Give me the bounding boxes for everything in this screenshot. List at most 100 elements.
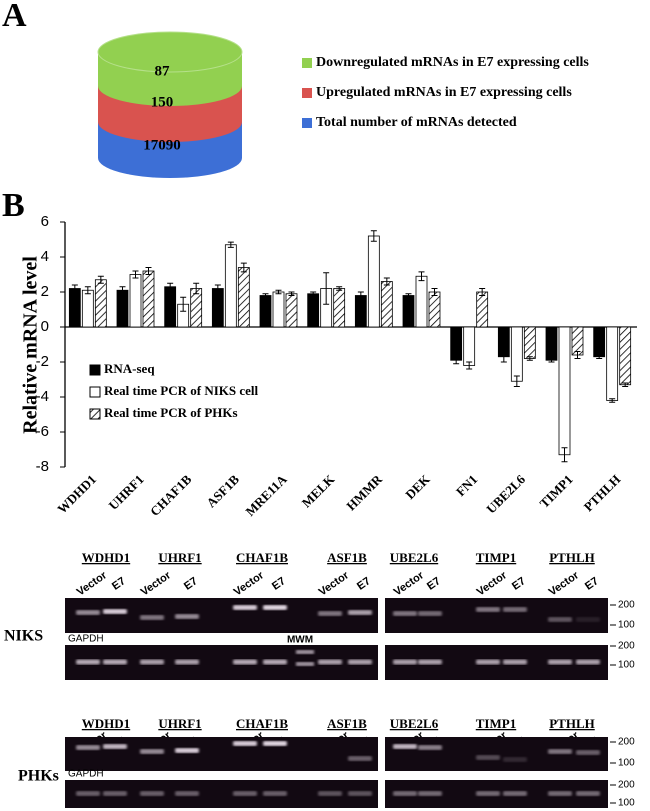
- error-bar: [167, 282, 174, 291]
- error-bar: [574, 351, 581, 359]
- legend-label: Upregulated mRNAs in E7 expressing cells: [316, 85, 572, 100]
- error-bar: [548, 358, 555, 363]
- gel-band: [103, 609, 127, 614]
- error-bar: [453, 356, 460, 365]
- error-bar: [383, 277, 390, 286]
- size-marker: 100: [618, 660, 635, 671]
- bar: [259, 295, 272, 328]
- lane-label: Vector: [547, 569, 582, 599]
- lane-label: Vector: [139, 569, 174, 599]
- error-bar: [336, 286, 343, 291]
- y-tick-label: 2: [41, 283, 49, 300]
- y-tick-label: -6: [36, 423, 49, 440]
- error-bar: [275, 289, 282, 295]
- x-tick-label: ASF1B: [203, 471, 242, 510]
- error-bar: [145, 267, 152, 275]
- gel-band: [175, 659, 199, 665]
- lane-label: Vector: [317, 569, 352, 599]
- error-bar: [466, 361, 473, 370]
- x-tick-label: WDHD1: [54, 472, 99, 517]
- legend-label: Downregulated mRNAs in E7 expressing cel…: [316, 55, 589, 70]
- gel-band: [263, 791, 287, 796]
- gel-band: [418, 745, 442, 750]
- gel-band: [548, 749, 572, 754]
- gel-band: [503, 607, 527, 612]
- gel-band: [175, 748, 199, 753]
- gene-label: PTHLH: [549, 550, 595, 565]
- gel-band: [348, 659, 372, 665]
- gel-band: [263, 605, 287, 610]
- gel-band: [103, 791, 127, 796]
- legend-label: Total number of mRNAs detected: [316, 115, 517, 130]
- bar: [571, 326, 584, 356]
- row-label: PHKs: [18, 768, 59, 785]
- bar: [68, 288, 81, 328]
- panel-label: B: [2, 187, 25, 224]
- legend-label: RNA-seq: [104, 361, 155, 376]
- x-tick-label: UBE2L6: [483, 471, 528, 516]
- bar: [333, 288, 346, 328]
- error-bar: [526, 356, 533, 361]
- error-bar: [622, 382, 629, 387]
- error-bar: [240, 262, 247, 273]
- gene-label: ASF1B: [327, 716, 367, 731]
- error-bar: [132, 270, 139, 279]
- bar: [224, 244, 237, 328]
- gel-band: [140, 791, 164, 796]
- gene-label: CHAF1B: [236, 716, 288, 731]
- y-tick-label: -4: [36, 388, 49, 405]
- gel-band: [233, 605, 257, 610]
- gel-image: [65, 737, 378, 771]
- gel-band: [503, 659, 527, 665]
- gel-band: [393, 744, 417, 749]
- x-tick-label: PTHLH: [581, 472, 624, 515]
- gel-band: [76, 791, 100, 796]
- y-axis-title: Relative mRNA level: [20, 256, 42, 434]
- legend-swatch: [302, 118, 312, 128]
- bar: [307, 293, 320, 328]
- error-bar: [357, 291, 364, 300]
- gel-band: [576, 791, 600, 796]
- bar: [285, 293, 298, 328]
- bar: [81, 289, 94, 328]
- gel-band: [233, 659, 257, 665]
- size-marker: 100: [618, 798, 635, 809]
- gel-band: [76, 610, 100, 615]
- gel-band: [175, 791, 199, 796]
- error-bar: [119, 286, 126, 295]
- bar: [402, 295, 415, 328]
- lane-label: Vector: [475, 569, 510, 599]
- lane-label: Vector: [392, 569, 427, 599]
- gel-band: [548, 791, 572, 796]
- gel-band: [576, 659, 600, 665]
- error-bar: [431, 288, 438, 296]
- gene-label: UBE2L6: [390, 550, 439, 565]
- bar: [619, 326, 632, 386]
- bar: [190, 288, 203, 328]
- gene-label: UBE2L6: [390, 716, 439, 731]
- bar: [558, 326, 571, 456]
- gel-band: [476, 659, 500, 665]
- lane-label: E7: [425, 575, 443, 593]
- gel-band: [393, 659, 417, 665]
- gel-band: [476, 607, 500, 612]
- gel-band: [393, 611, 417, 616]
- error-bar: [500, 351, 507, 363]
- control-label: GAPDH: [68, 769, 104, 780]
- lane-label: E7: [270, 575, 288, 593]
- value-label: 17090: [143, 137, 181, 153]
- bar: [94, 279, 107, 328]
- error-bar: [180, 296, 187, 312]
- gene-label: WDHD1: [82, 716, 130, 731]
- x-tick-label: TIMP1: [537, 472, 576, 511]
- x-tick-label: FN1: [453, 472, 480, 499]
- gel-band: [348, 791, 372, 796]
- bar: [237, 267, 250, 328]
- gene-label: TIMP1: [476, 716, 516, 731]
- gel-band: [576, 750, 600, 755]
- error-bar: [288, 291, 295, 296]
- gel-band: [393, 791, 417, 796]
- error-bar: [193, 282, 200, 295]
- gel-band: [103, 659, 127, 665]
